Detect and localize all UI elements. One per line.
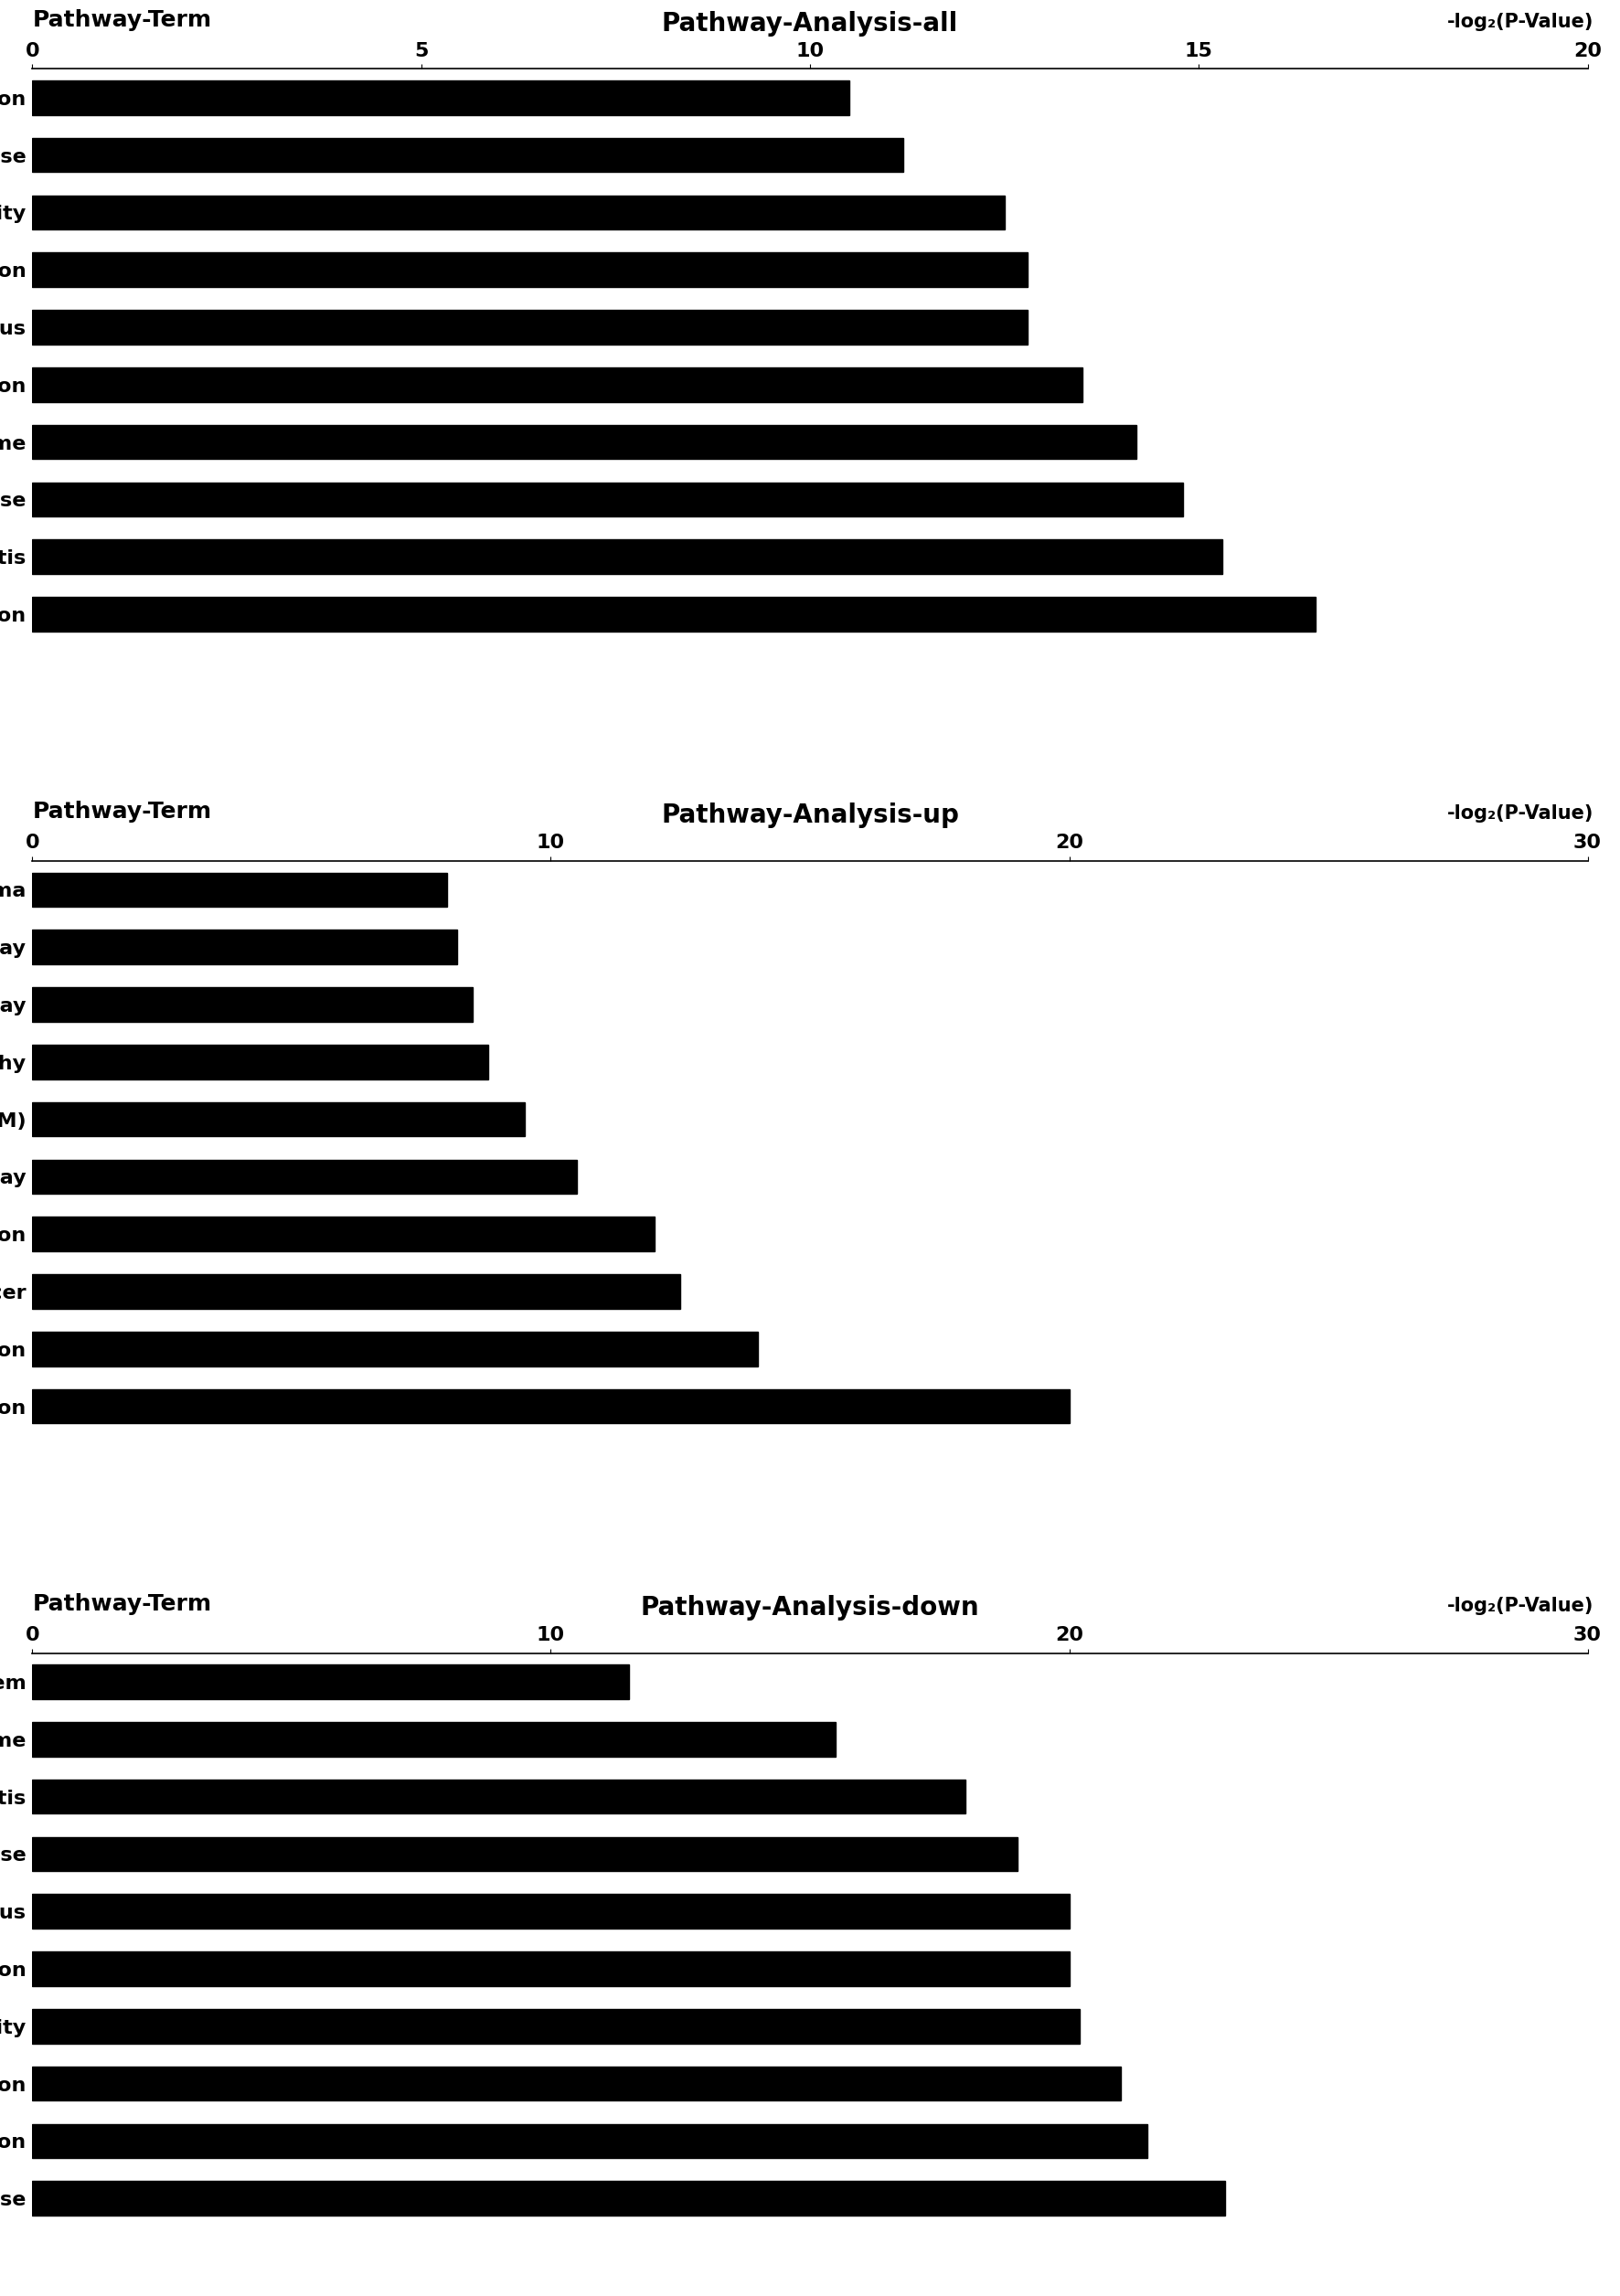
Bar [32,2009,1079,2043]
Bar [32,2124,1147,2158]
Text: Pathway-Term: Pathway-Term [32,801,212,822]
Bar [32,425,1137,459]
Bar [32,195,1004,230]
Bar [32,1045,489,1079]
Bar [32,1389,1069,1424]
Bar [32,872,447,907]
Text: -log₂(P-Value): -log₂(P-Value) [1447,1596,1594,1614]
Bar [32,2181,1225,2216]
Title: Pathway-Analysis-all: Pathway-Analysis-all [663,11,957,37]
Bar [32,1665,629,1699]
Text: Pathway-Term: Pathway-Term [32,1593,212,1614]
Bar [32,482,1183,517]
Bar [32,597,1315,631]
Title: Pathway-Analysis-up: Pathway-Analysis-up [661,804,959,829]
Bar [32,1952,1069,1986]
Bar [32,1274,680,1309]
Title: Pathway-Analysis-down: Pathway-Analysis-down [640,1596,980,1621]
Bar [32,138,904,172]
Bar [32,310,1027,344]
Bar [32,540,1221,574]
Bar [32,1894,1069,1929]
Bar [32,1217,654,1251]
Bar [32,987,473,1022]
Text: -log₂(P-Value): -log₂(P-Value) [1447,11,1594,30]
Bar [32,2066,1121,2101]
Bar [32,1159,577,1194]
Bar [32,367,1082,402]
Text: Pathway-Term: Pathway-Term [32,9,212,30]
Bar [32,1102,525,1137]
Bar [32,1722,836,1756]
Bar [32,1332,758,1366]
Bar [32,930,457,964]
Bar [32,80,849,115]
Bar [32,1837,1017,1871]
Bar [32,1779,966,1814]
Bar [32,253,1027,287]
Text: -log₂(P-Value): -log₂(P-Value) [1447,804,1594,822]
